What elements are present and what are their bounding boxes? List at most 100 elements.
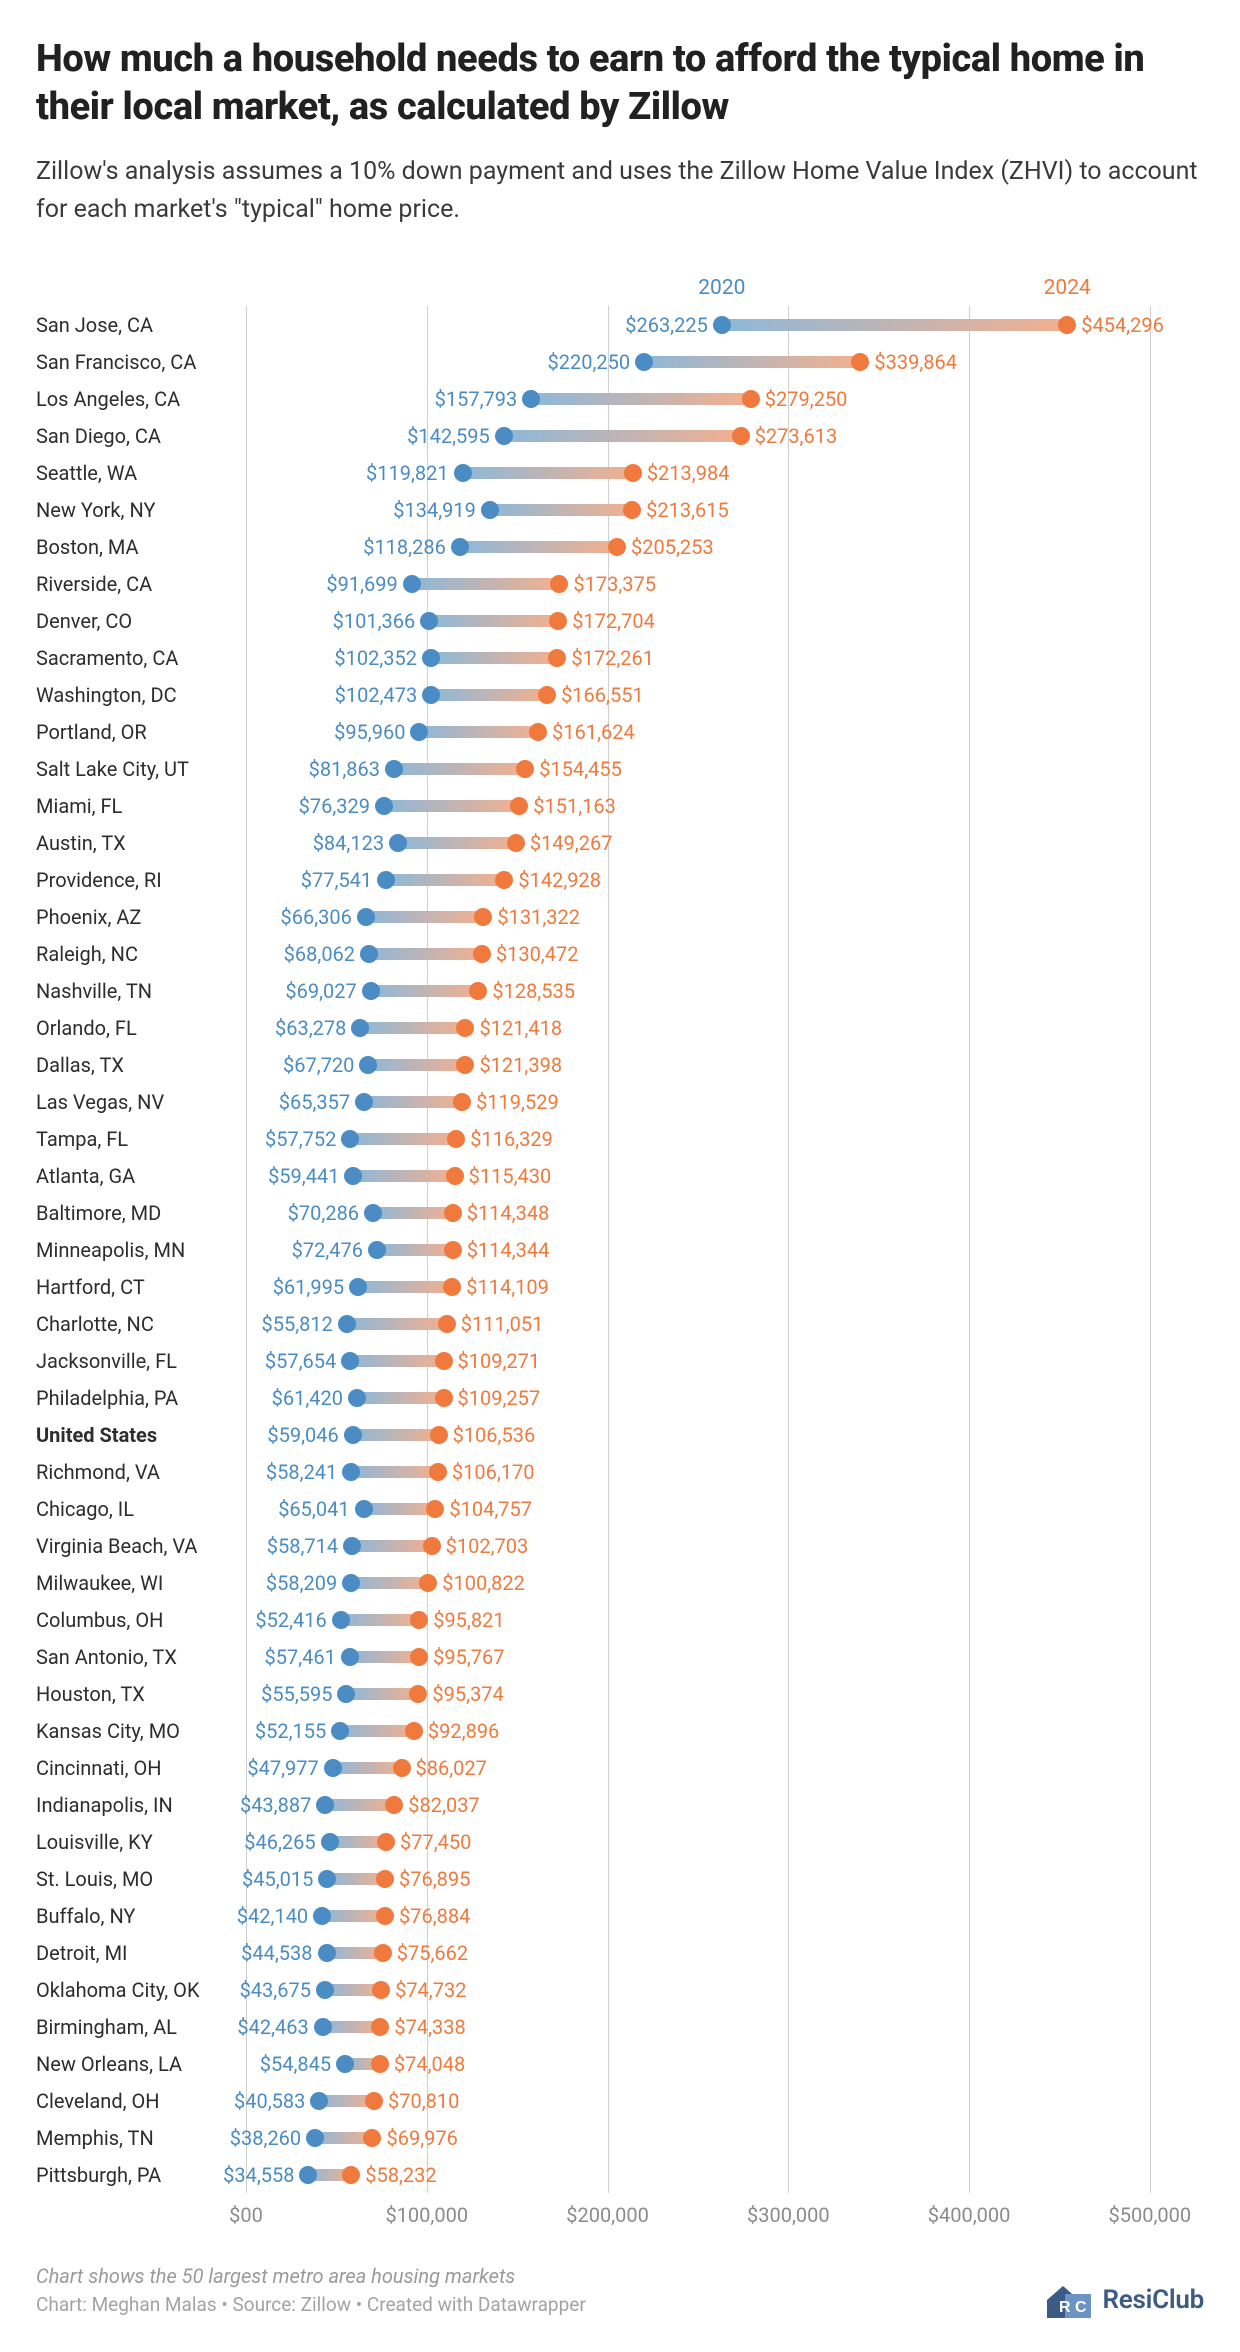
dot-2024: [742, 390, 760, 408]
chart-row: Denver, CO$101,366$172,704: [36, 602, 1204, 639]
chart-row: Indianapolis, IN$43,887$82,037: [36, 1786, 1204, 1823]
connecting-bar: [531, 393, 751, 405]
dot-2024: [444, 1204, 462, 1222]
value-2020: $118,286: [363, 535, 446, 559]
connecting-bar: [429, 615, 558, 627]
row-label: Kansas City, MO: [36, 1719, 180, 1743]
footer-note: Chart shows the 50 largest metro area ho…: [36, 2261, 586, 2291]
dot-2024: [409, 1685, 427, 1703]
value-2024: $121,418: [479, 1016, 562, 1040]
row-label: Chicago, IL: [36, 1497, 134, 1521]
row-label: Pittsburgh, PA: [36, 2163, 161, 2187]
row-label: Orlando, FL: [36, 1016, 137, 1040]
value-2024: $172,704: [572, 609, 655, 633]
value-2024: $102,703: [446, 1534, 529, 1558]
value-2020: $38,260: [230, 2126, 301, 2150]
row-label: Louisville, KY: [36, 1830, 153, 1854]
chart-row: Philadelphia, PA$61,420$109,257: [36, 1379, 1204, 1416]
row-label: Richmond, VA: [36, 1460, 160, 1484]
chart-row: Pittsburgh, PA$34,558$58,232: [36, 2156, 1204, 2193]
value-2024: $92,896: [428, 1719, 499, 1743]
connecting-bar: [460, 541, 617, 553]
svg-text:C: C: [1075, 2299, 1087, 2316]
chart-row: Birmingham, AL$42,463$74,338: [36, 2008, 1204, 2045]
connecting-bar: [351, 1466, 438, 1478]
chart-row: Portland, OR$95,960$161,624: [36, 713, 1204, 750]
dot-2024: [426, 1500, 444, 1518]
value-2024: $115,430: [469, 1164, 552, 1188]
value-2024: $149,267: [530, 831, 613, 855]
value-2020: $81,863: [309, 757, 380, 781]
dot-2020: [331, 1722, 349, 1740]
value-2024: $119,529: [476, 1090, 559, 1114]
value-2024: $114,344: [467, 1238, 550, 1262]
value-2020: $263,225: [625, 313, 708, 337]
connecting-bar: [325, 1799, 394, 1811]
value-2024: $116,329: [470, 1127, 553, 1151]
value-2020: $134,919: [393, 498, 476, 522]
value-2024: $77,450: [400, 1830, 471, 1854]
dot-2020: [481, 501, 499, 519]
chart-row: Detroit, MI$44,538$75,662: [36, 1934, 1204, 1971]
chart-row: New Orleans, LA$54,845$74,048: [36, 2045, 1204, 2082]
value-2020: $68,062: [284, 942, 355, 966]
dot-2020: [495, 427, 513, 445]
chart-row: Houston, TX$55,595$95,374: [36, 1675, 1204, 1712]
chart-row: Richmond, VA$58,241$106,170: [36, 1453, 1204, 1490]
connecting-bar: [398, 837, 516, 849]
chart-footer: Chart shows the 50 largest metro area ho…: [36, 2261, 1204, 2320]
dot-2020: [635, 353, 653, 371]
connecting-bar: [341, 1614, 419, 1626]
chart-row: Sacramento, CA$102,352$172,261: [36, 639, 1204, 676]
value-2024: $213,984: [647, 461, 730, 485]
footer-text: Chart shows the 50 largest metro area ho…: [36, 2261, 586, 2320]
value-2020: $57,752: [265, 1127, 336, 1151]
value-2020: $102,473: [335, 683, 418, 707]
dot-2024: [623, 501, 641, 519]
connecting-bar: [373, 1207, 453, 1219]
connecting-bar: [463, 467, 633, 479]
connecting-bar: [369, 948, 482, 960]
dot-2024: [732, 427, 750, 445]
value-2020: $91,699: [326, 572, 397, 596]
value-2020: $61,995: [273, 1275, 344, 1299]
dot-2024: [435, 1389, 453, 1407]
value-2020: $67,720: [283, 1053, 354, 1077]
value-2024: $76,895: [399, 1867, 470, 1891]
chart-row: Providence, RI$77,541$142,928: [36, 861, 1204, 898]
chart-row: Boston, MA$118,286$205,253: [36, 528, 1204, 565]
row-label: Houston, TX: [36, 1682, 145, 1706]
dot-2020: [389, 834, 407, 852]
value-2024: $100,822: [442, 1571, 525, 1595]
connecting-bar: [364, 1096, 462, 1108]
chart-row: Milwaukee, WI$58,209$100,822: [36, 1564, 1204, 1601]
axis-tick: $100,000: [385, 2203, 468, 2227]
dot-2020: [385, 760, 403, 778]
logo-mark-icon: R C: [1045, 2280, 1095, 2320]
value-2024: $128,535: [492, 979, 575, 1003]
value-2020: $61,420: [272, 1386, 343, 1410]
value-2020: $42,463: [237, 2015, 308, 2039]
dot-2020: [318, 1944, 336, 1962]
dot-2024: [419, 1574, 437, 1592]
value-2020: $63,278: [275, 1016, 346, 1040]
axis-tick: $200,000: [566, 2203, 649, 2227]
dot-2020: [324, 1759, 342, 1777]
dot-2024: [443, 1278, 461, 1296]
row-label: Denver, CO: [36, 609, 132, 633]
dot-2024: [473, 945, 491, 963]
value-2020: $66,306: [280, 905, 351, 929]
dot-2020: [318, 1870, 336, 1888]
dot-2020: [321, 1833, 339, 1851]
chart-row: Baltimore, MD$70,286$114,348: [36, 1194, 1204, 1231]
value-2024: $111,051: [461, 1312, 544, 1336]
connecting-bar: [353, 1170, 454, 1182]
value-2024: $339,864: [874, 350, 957, 374]
dot-2024: [376, 1907, 394, 1925]
chart-row: Las Vegas, NV$65,357$119,529: [36, 1083, 1204, 1120]
chart-row: Cincinnati, OH$47,977$86,027: [36, 1749, 1204, 1786]
year-label-2024: 2024: [1044, 276, 1091, 300]
connecting-bar: [431, 689, 547, 701]
dot-2020: [422, 686, 440, 704]
row-label: Nashville, TN: [36, 979, 152, 1003]
